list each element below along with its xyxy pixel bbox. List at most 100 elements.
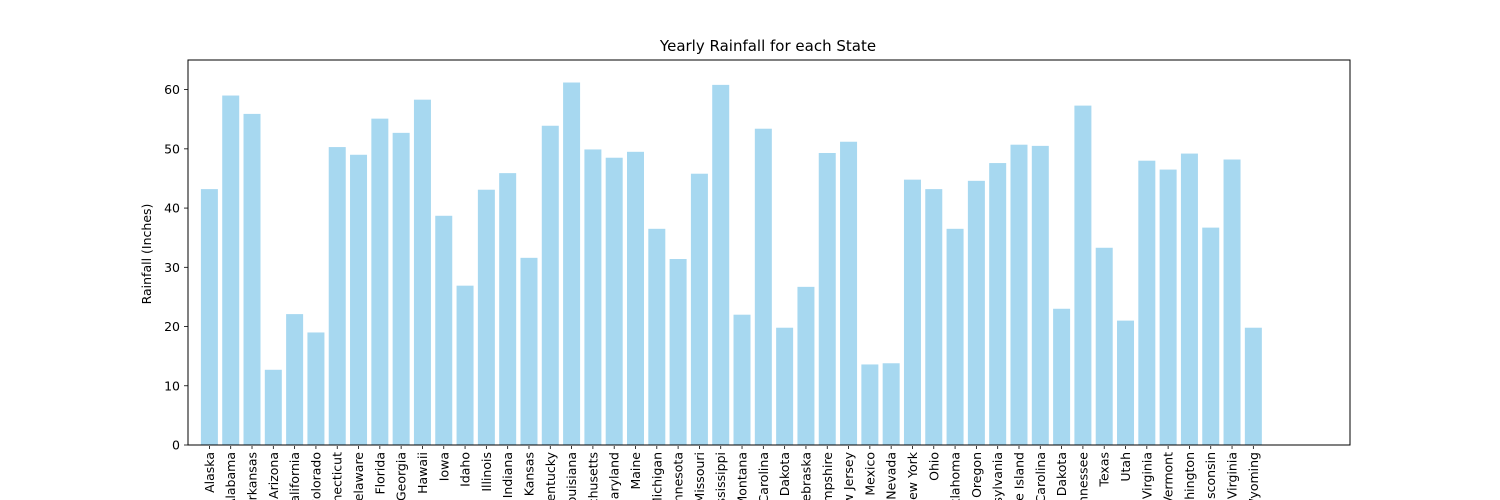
bar-south-dakota bbox=[1053, 308, 1071, 445]
bar-ohio bbox=[925, 189, 943, 445]
x-tick-label: North Dakota bbox=[777, 452, 792, 500]
bar-north-dakota bbox=[776, 327, 794, 445]
x-tick-label: Delaware bbox=[351, 452, 366, 500]
x-tick-label: Ohio bbox=[926, 452, 941, 481]
x-tick-label: Colorado bbox=[308, 452, 323, 500]
bar-vermont bbox=[1159, 169, 1177, 445]
y-tick-label: 40 bbox=[164, 201, 180, 216]
bar-utah bbox=[1117, 320, 1135, 445]
bar-illinois bbox=[477, 189, 495, 445]
bar-maryland bbox=[605, 157, 623, 446]
bar-missouri bbox=[690, 173, 708, 445]
x-tick-label: Oregon bbox=[969, 452, 984, 498]
x-tick-label: Idaho bbox=[458, 452, 473, 487]
bar-kentucky bbox=[541, 125, 559, 445]
x-tick-label: Nebraska bbox=[798, 452, 813, 500]
x-tick-label: Vermont bbox=[1161, 452, 1176, 500]
bar-colorado bbox=[307, 332, 325, 445]
bar-louisiana bbox=[563, 82, 581, 445]
x-tick-label: Illinois bbox=[479, 452, 494, 492]
x-tick-label: South Carolina bbox=[1033, 452, 1048, 500]
chart-title: Yearly Rainfall for each State bbox=[659, 37, 876, 55]
bar-oregon bbox=[967, 180, 985, 445]
x-tick-label: Maine bbox=[628, 452, 643, 490]
bar-west-virginia bbox=[1223, 159, 1241, 445]
bar-montana bbox=[733, 314, 751, 445]
x-tick-label: South Dakota bbox=[1054, 452, 1069, 500]
x-tick-label: California bbox=[287, 452, 302, 500]
x-tick-label: New Jersey bbox=[841, 451, 856, 500]
x-tick-label: Arizona bbox=[266, 452, 281, 499]
x-tick-label: New York bbox=[905, 451, 920, 500]
x-tick-label: Texas bbox=[1097, 452, 1112, 488]
bar-oklahoma bbox=[946, 228, 964, 445]
bar-texas bbox=[1095, 247, 1113, 445]
bar-rhode-island bbox=[1010, 144, 1028, 445]
x-tick-label: Rhode Island bbox=[1011, 452, 1026, 500]
bar-new-mexico bbox=[861, 364, 879, 445]
bar-idaho bbox=[456, 285, 474, 445]
x-tick-label: Hawaii bbox=[415, 452, 430, 494]
x-tick-label: Kansas bbox=[521, 452, 536, 496]
x-tick-label: Pennsylvania bbox=[990, 452, 1005, 500]
x-tick-label: New Hampshire bbox=[820, 452, 835, 500]
x-tick-label: Arkansas bbox=[245, 452, 260, 500]
bar-south-carolina bbox=[1031, 145, 1049, 445]
bar-california bbox=[286, 314, 304, 445]
y-axis-ticks: 0 10 20 30 40 50 60 bbox=[164, 82, 188, 453]
y-tick-label: 20 bbox=[164, 319, 180, 334]
x-tick-label: North Carolina bbox=[756, 452, 771, 500]
bar-alaska bbox=[200, 189, 218, 445]
bar-hawaii bbox=[413, 99, 431, 446]
y-tick-label: 60 bbox=[164, 82, 180, 97]
x-tick-label: Missouri bbox=[692, 452, 707, 500]
bar-georgia bbox=[392, 132, 410, 445]
y-tick-label: 30 bbox=[164, 260, 180, 275]
bar-pennsylvania bbox=[989, 163, 1007, 445]
x-tick-label: Louisiana bbox=[564, 452, 579, 500]
bar-florida bbox=[371, 118, 389, 445]
bar-new-jersey bbox=[840, 141, 858, 446]
bar-michigan bbox=[648, 228, 666, 445]
x-tick-label: Wyoming bbox=[1246, 452, 1261, 500]
x-tick-label: Utah bbox=[1118, 452, 1133, 482]
x-tick-label: Mississippi bbox=[713, 452, 728, 500]
plot-frame bbox=[187, 59, 1351, 446]
x-tick-label: West Virginia bbox=[1225, 452, 1240, 500]
x-tick-label: Maryland bbox=[607, 452, 622, 500]
x-tick-label: New Mexico bbox=[862, 452, 877, 500]
x-tick-label: Massachusetts bbox=[585, 452, 600, 500]
x-tick-label: Alaska bbox=[202, 452, 217, 493]
x-tick-label: Iowa bbox=[436, 452, 451, 481]
x-tick-label: Virginia bbox=[1139, 452, 1154, 499]
bars-group bbox=[200, 82, 1262, 446]
x-tick-label: Wisconsin bbox=[1203, 452, 1218, 500]
x-tick-label: Kentucky bbox=[543, 451, 558, 500]
x-tick-label: Florida bbox=[372, 452, 387, 495]
bar-north-carolina bbox=[754, 128, 772, 445]
bar-alabama bbox=[222, 95, 240, 445]
x-tick-label: Nevada bbox=[884, 452, 899, 500]
bar-connecticut bbox=[328, 147, 346, 445]
bar-washington bbox=[1180, 153, 1198, 445]
bar-mississippi bbox=[712, 84, 730, 445]
bar-arkansas bbox=[243, 113, 261, 446]
bar-massachusetts bbox=[584, 149, 602, 445]
bar-kansas bbox=[520, 257, 538, 445]
bar-wyoming bbox=[1244, 327, 1262, 445]
x-tick-label: Michigan bbox=[649, 452, 664, 500]
bar-new-hampshire bbox=[818, 152, 836, 446]
bar-indiana bbox=[499, 173, 517, 445]
y-tick-label: 0 bbox=[172, 438, 180, 453]
y-tick-label: 50 bbox=[164, 141, 180, 156]
bar-arizona bbox=[264, 369, 282, 445]
x-tick-label: Georgia bbox=[394, 452, 409, 500]
bar-iowa bbox=[435, 215, 453, 445]
x-tick-label: Indiana bbox=[500, 452, 515, 498]
bar-maine bbox=[627, 151, 644, 445]
x-tick-label: Washington bbox=[1182, 452, 1197, 500]
x-tick-label: Alabama bbox=[223, 452, 238, 500]
bar-nebraska bbox=[797, 286, 815, 445]
bar-virginia bbox=[1138, 160, 1156, 445]
